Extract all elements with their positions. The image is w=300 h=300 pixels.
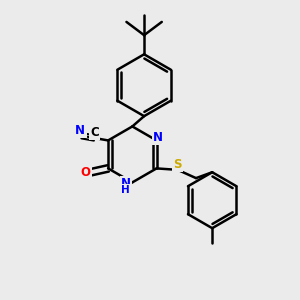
Text: C: C [90,126,99,139]
Text: N: N [75,124,85,137]
Text: H: H [122,185,130,195]
Text: N: N [121,177,131,190]
Text: O: O [81,166,91,179]
Text: S: S [173,158,182,171]
Text: N: N [153,131,163,144]
